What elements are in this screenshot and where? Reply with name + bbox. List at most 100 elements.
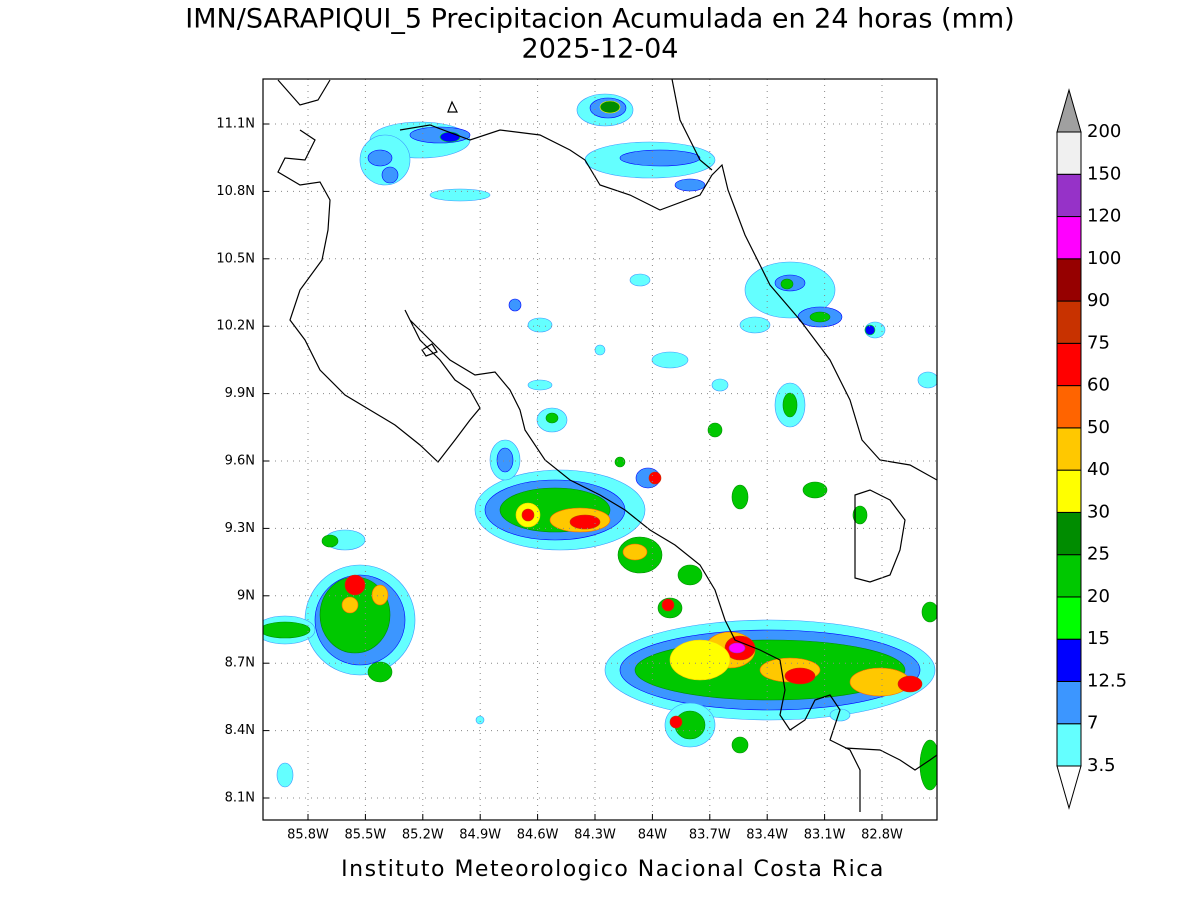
rain-cell bbox=[622, 543, 648, 561]
rain-cell bbox=[521, 508, 535, 522]
y-tick-label: 8.1N bbox=[225, 791, 255, 806]
rain-cell bbox=[475, 715, 485, 725]
colorbar-box bbox=[1056, 680, 1082, 725]
y-tick-label: 10.2N bbox=[216, 319, 255, 334]
colorbar-label: 7 bbox=[1087, 713, 1098, 734]
colorbar-box bbox=[1056, 385, 1082, 429]
rain-cell bbox=[614, 456, 626, 468]
rain-cell bbox=[711, 378, 729, 392]
colorbar-label: 90 bbox=[1087, 290, 1110, 311]
colorbar-label: 50 bbox=[1087, 417, 1110, 438]
rain-cell bbox=[669, 639, 731, 681]
footer: Instituto Meteorologico Nacional Costa R… bbox=[341, 857, 885, 882]
rain-cell bbox=[341, 596, 359, 614]
colorbar-label: 40 bbox=[1087, 459, 1110, 480]
colorbar-box bbox=[1056, 173, 1082, 218]
colorbar-label: 20 bbox=[1087, 586, 1110, 607]
rain-cell bbox=[594, 344, 606, 356]
island bbox=[421, 343, 438, 357]
rain-cell bbox=[527, 317, 553, 333]
rain-cell bbox=[648, 471, 662, 485]
rain-cell bbox=[809, 311, 831, 323]
y-tick-label: 10.5N bbox=[216, 251, 255, 266]
rain-cell bbox=[661, 598, 675, 612]
colorbar-box bbox=[1056, 723, 1082, 767]
y-tick-label: 10.8N bbox=[216, 184, 255, 199]
rain-cell bbox=[496, 447, 514, 473]
rain-cell bbox=[629, 273, 651, 287]
axes: 85.8W 85.5W 85.2W 84.9W 84.6W 84.3W 84W 83.7W 83… bbox=[216, 79, 937, 843]
coastline bbox=[854, 489, 906, 583]
colorbar-box bbox=[1056, 511, 1082, 556]
rain-cell bbox=[508, 298, 522, 312]
rain-cell bbox=[731, 484, 749, 510]
x-tick-label: 83.7W bbox=[689, 828, 731, 843]
colorbar-box bbox=[1056, 427, 1082, 471]
colorbar-label: 120 bbox=[1087, 206, 1121, 227]
rain-cell bbox=[852, 505, 868, 525]
rain-cell bbox=[263, 621, 311, 639]
rain-cell bbox=[731, 736, 749, 754]
rain-cell bbox=[897, 675, 923, 693]
rain-cell bbox=[599, 100, 621, 114]
rain-cell bbox=[864, 324, 876, 336]
rain-cell bbox=[669, 715, 683, 729]
rain-cell bbox=[367, 661, 393, 683]
colorbar-box bbox=[1056, 638, 1082, 682]
y-tick-label: 11.1N bbox=[216, 117, 255, 132]
x-tick-label: 83.4W bbox=[746, 828, 788, 843]
rain-cell bbox=[381, 166, 399, 184]
title: IMN/SARAPIQUI_5 Precipitacion Acumulada … bbox=[185, 4, 1014, 35]
rain-cell bbox=[429, 188, 491, 202]
subtitle: 2025-12-04 bbox=[522, 34, 679, 65]
rain-cell bbox=[439, 131, 461, 143]
colorbar-label: 15 bbox=[1087, 628, 1110, 649]
colorbar-box bbox=[1056, 300, 1082, 344]
coastlines bbox=[277, 79, 937, 812]
y-tick-label: 9.9N bbox=[225, 386, 255, 401]
island bbox=[447, 100, 458, 113]
coastline bbox=[277, 79, 331, 106]
y-tick-label: 9.6N bbox=[225, 454, 255, 469]
colorbar-label: 150 bbox=[1087, 163, 1121, 184]
rain-cell bbox=[782, 392, 798, 418]
colorbar-label: 100 bbox=[1087, 248, 1121, 269]
rain-cell bbox=[651, 351, 689, 369]
rain-cell bbox=[784, 667, 816, 685]
colorbar-label: 3.5 bbox=[1087, 755, 1116, 776]
rain-cell bbox=[739, 316, 771, 334]
colorbar-box bbox=[1056, 131, 1082, 175]
colorbar-box bbox=[1056, 258, 1082, 302]
rain-cell bbox=[619, 149, 701, 167]
rain-cell bbox=[409, 126, 471, 144]
coastline bbox=[399, 124, 937, 481]
x-tick-label: 84.6W bbox=[517, 828, 559, 843]
y-tick-label: 8.7N bbox=[225, 656, 255, 671]
rain-cell bbox=[780, 278, 794, 290]
rain-cell bbox=[677, 564, 703, 586]
rain-cell bbox=[545, 412, 559, 424]
x-tick-label: 82.8W bbox=[861, 828, 903, 843]
colorbar: 3.5 7 12.5 15 20 25 30 40 50 60 75 90 100 120 150 200 bbox=[1056, 88, 1127, 810]
rain-cell bbox=[367, 149, 393, 167]
x-tick-label: 84W bbox=[638, 828, 668, 843]
rain-cell bbox=[371, 584, 389, 606]
colorbar-label: 60 bbox=[1087, 375, 1110, 396]
colorbar-box bbox=[1056, 342, 1082, 387]
y-tick-label: 9N bbox=[237, 588, 255, 603]
x-tick-label: 84.9W bbox=[459, 828, 501, 843]
rain-cell bbox=[728, 642, 746, 654]
rain-cell bbox=[344, 574, 366, 596]
rain-cell bbox=[276, 762, 294, 788]
x-tick-label: 85.8W bbox=[287, 828, 329, 843]
x-tick-label: 84.3W bbox=[574, 828, 616, 843]
rain-cell bbox=[917, 371, 937, 389]
colorbar-label: 200 bbox=[1087, 121, 1121, 142]
colorbar-box bbox=[1056, 596, 1082, 640]
x-tick-label: 85.5W bbox=[344, 828, 386, 843]
map-frame bbox=[262, 78, 938, 821]
rain-cell bbox=[569, 514, 601, 530]
rain-cell bbox=[802, 481, 828, 499]
